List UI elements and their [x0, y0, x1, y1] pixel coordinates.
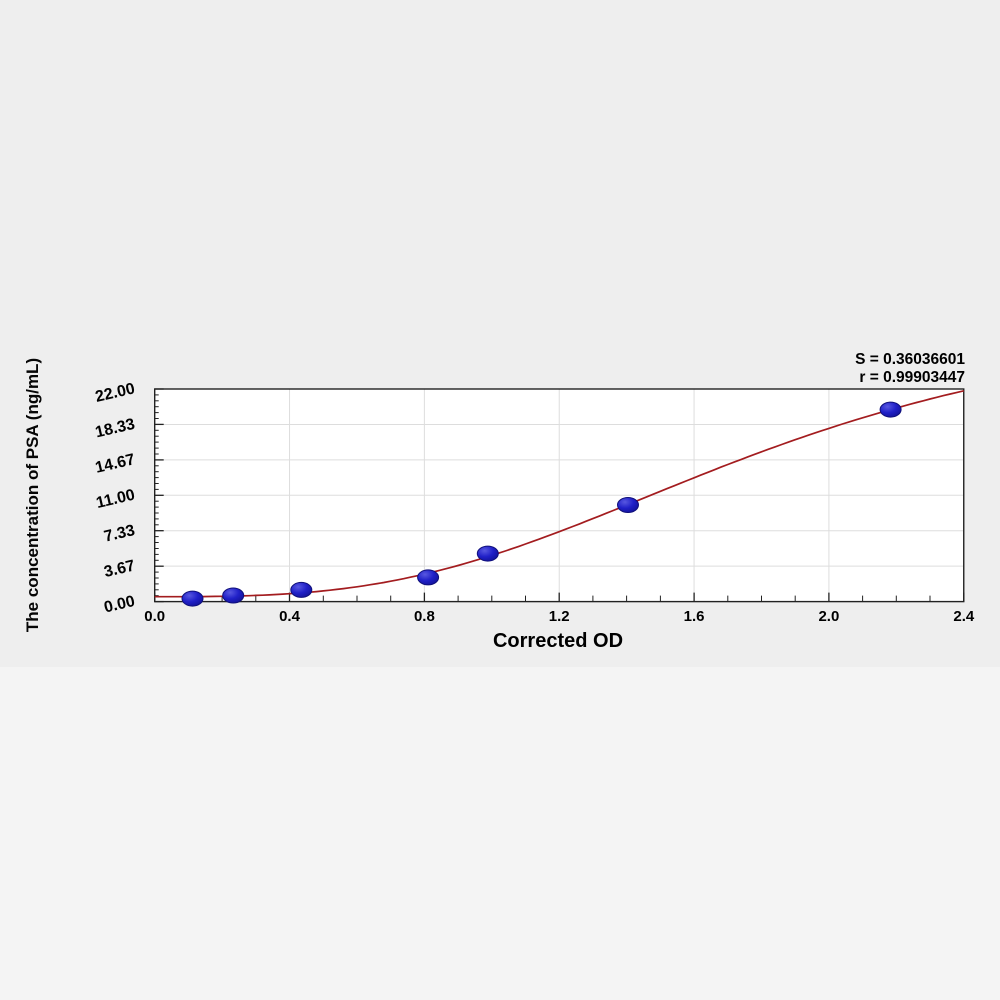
svg-text:11.00: 11.00 [95, 487, 137, 512]
svg-text:18.33: 18.33 [94, 416, 137, 442]
svg-text:14.67: 14.67 [94, 451, 137, 477]
svg-text:0.4: 0.4 [279, 608, 301, 625]
svg-text:1.6: 1.6 [684, 608, 705, 625]
svg-text:Corrected OD: Corrected OD [493, 630, 623, 652]
svg-text:2.4: 2.4 [953, 608, 975, 625]
svg-text:7.33: 7.33 [102, 522, 136, 546]
svg-text:0.00: 0.00 [102, 593, 136, 617]
svg-text:2.0: 2.0 [818, 608, 839, 625]
svg-text:3.67: 3.67 [102, 557, 136, 581]
svg-text:r = 0.99903447: r = 0.99903447 [859, 369, 965, 386]
svg-text:The concentration of PSA (ng/m: The concentration of PSA (ng/mL) [23, 358, 42, 632]
svg-text:S = 0.36036601: S = 0.36036601 [855, 351, 965, 368]
svg-text:0.8: 0.8 [414, 608, 435, 625]
svg-text:1.2: 1.2 [549, 608, 570, 625]
svg-text:22.00: 22.00 [94, 380, 137, 406]
svg-text:0.0: 0.0 [144, 608, 165, 625]
